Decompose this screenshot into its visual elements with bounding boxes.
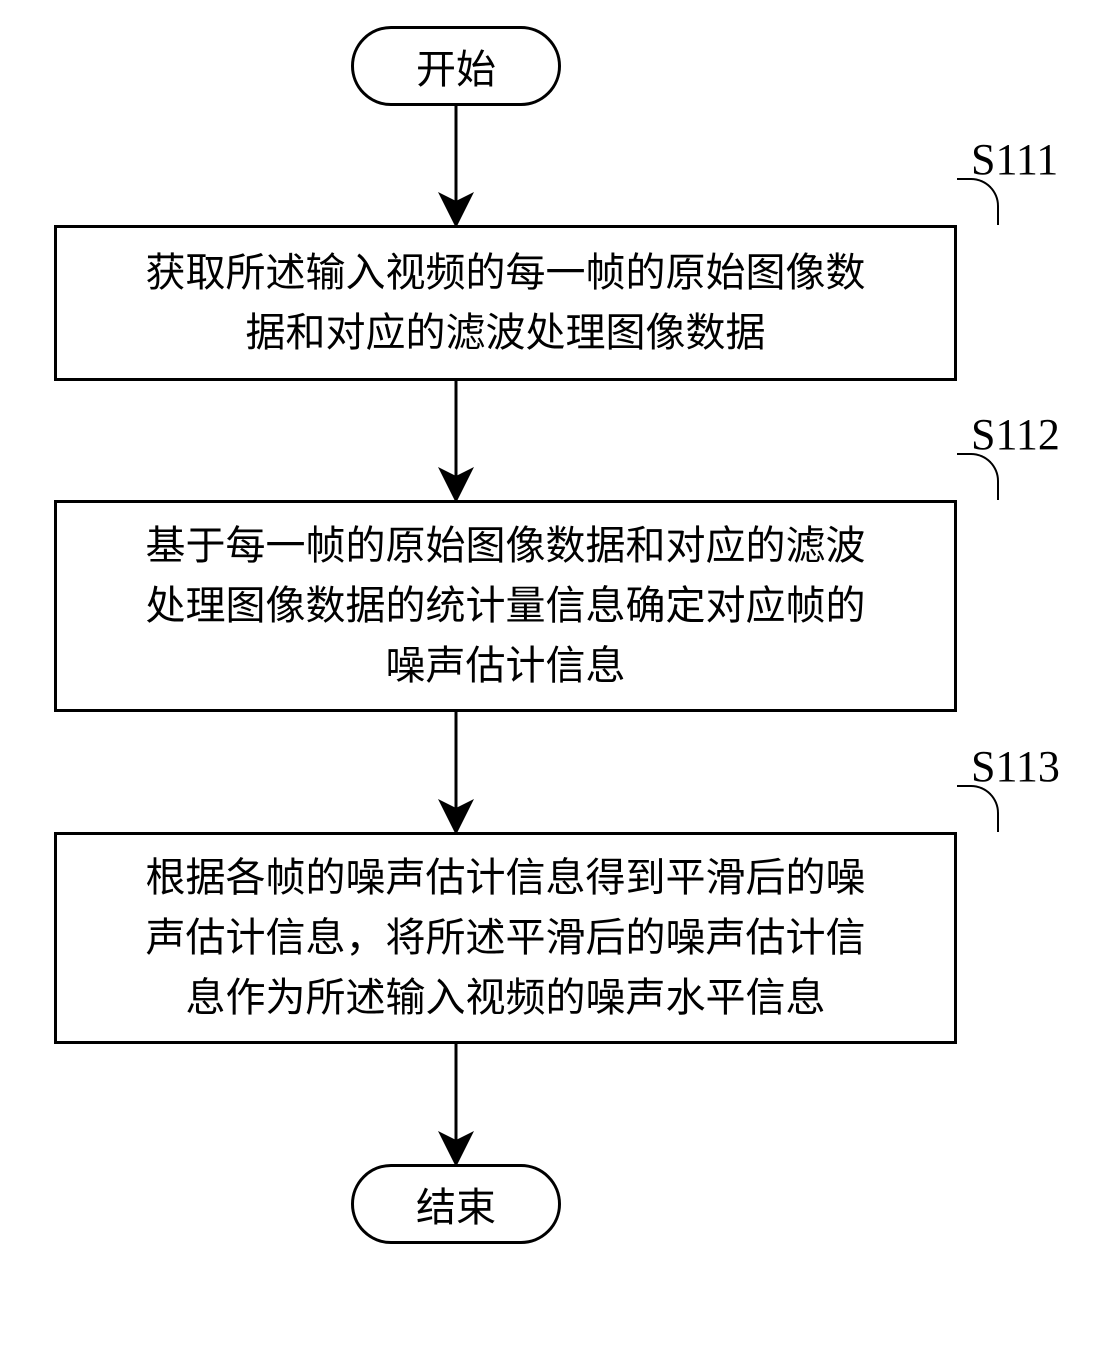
step-label-s112: S112 (971, 409, 1060, 460)
leader-s112 (957, 453, 999, 500)
step-label-s111: S111 (971, 134, 1058, 185)
end-node: 结束 (351, 1164, 561, 1244)
process-s112: 基于每一帧的原始图像数据和对应的滤波 处理图像数据的统计量信息确定对应帧的 噪声… (54, 500, 957, 712)
flowchart-canvas: 开始 获取所述输入视频的每一帧的原始图像数 据和对应的滤波处理图像数据 S111… (0, 0, 1094, 1359)
process-s112-text: 基于每一帧的原始图像数据和对应的滤波 处理图像数据的统计量信息确定对应帧的 噪声… (146, 516, 866, 696)
leader-s113 (957, 785, 999, 832)
end-label: 结束 (416, 1175, 496, 1233)
start-node: 开始 (351, 26, 561, 106)
process-s113: 根据各帧的噪声估计信息得到平滑后的噪 声估计信息，将所述平滑后的噪声估计信 息作… (54, 832, 957, 1044)
process-s113-text: 根据各帧的噪声估计信息得到平滑后的噪 声估计信息，将所述平滑后的噪声估计信 息作… (146, 848, 866, 1028)
process-s111-text: 获取所述输入视频的每一帧的原始图像数 据和对应的滤波处理图像数据 (146, 243, 866, 363)
step-label-s113: S113 (971, 741, 1060, 792)
leader-s111 (957, 178, 999, 225)
start-label: 开始 (416, 37, 496, 95)
process-s111: 获取所述输入视频的每一帧的原始图像数 据和对应的滤波处理图像数据 (54, 225, 957, 381)
